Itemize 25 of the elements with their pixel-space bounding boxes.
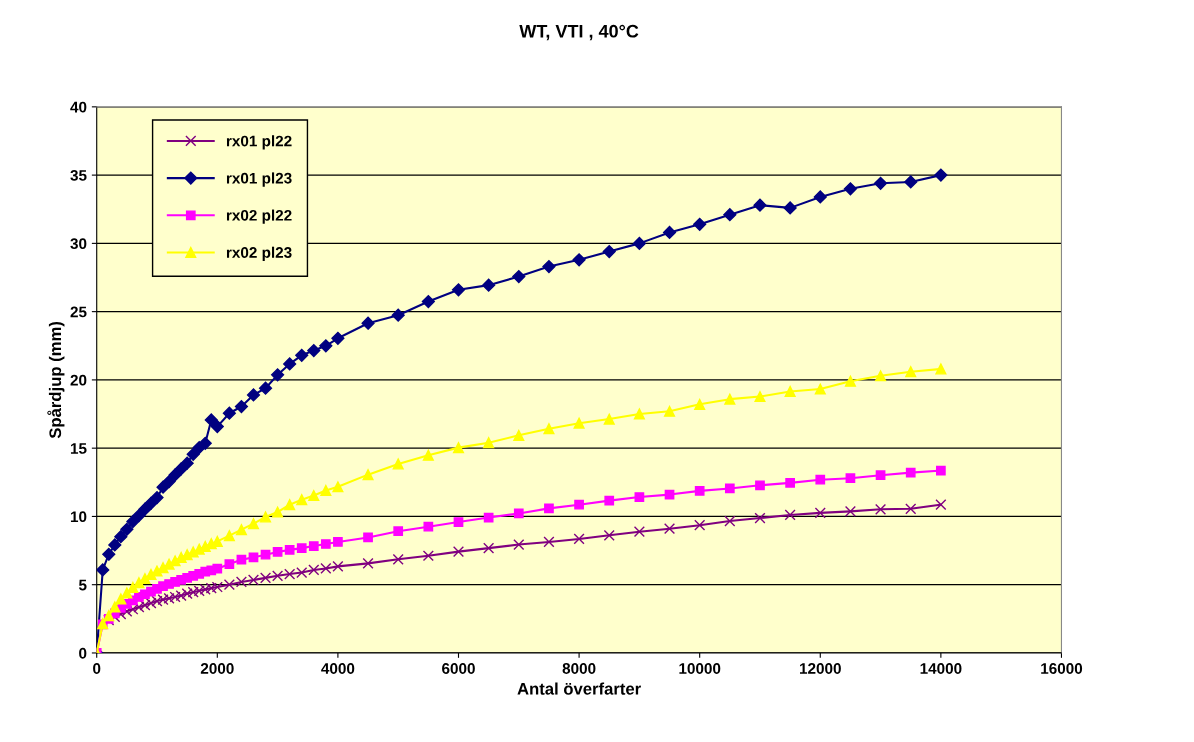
legend-label: rx01 pl22 <box>226 135 292 150</box>
chart-title: WT, VTI , 40°C <box>519 24 639 41</box>
legend-label: rx02 pl23 <box>226 246 292 261</box>
y-tick-label: 20 <box>70 374 87 386</box>
x-tick-label: 4000 <box>321 663 355 674</box>
x-tick-label: 14000 <box>920 663 962 674</box>
x-tick-label: 12000 <box>800 663 841 674</box>
y-tick-label: 40 <box>70 101 87 113</box>
x-tick-label: 16000 <box>1041 663 1083 674</box>
y-tick-label: 15 <box>70 443 87 454</box>
x-tick-label: 0 <box>93 663 101 674</box>
x-tick-label: 6000 <box>442 663 475 674</box>
y-axis-title: Spårdjup (mm) <box>47 321 65 439</box>
y-tick-label: 5 <box>78 579 87 591</box>
x-tick-label: 2000 <box>200 663 234 674</box>
x-axis-title: Antal överfarter <box>517 682 641 695</box>
x-tick-label: 8000 <box>562 663 596 674</box>
x-tick-label: 10000 <box>679 663 721 674</box>
legend-label: rx02 pl22 <box>226 209 292 224</box>
y-tick-label: 10 <box>70 511 87 523</box>
y-tick-label: 35 <box>70 169 87 181</box>
y-tick-label: 25 <box>70 306 87 318</box>
y-tick-label: 30 <box>70 238 87 250</box>
legend-label: rx01 pl23 <box>226 172 292 187</box>
y-tick-label: 0 <box>79 647 87 659</box>
